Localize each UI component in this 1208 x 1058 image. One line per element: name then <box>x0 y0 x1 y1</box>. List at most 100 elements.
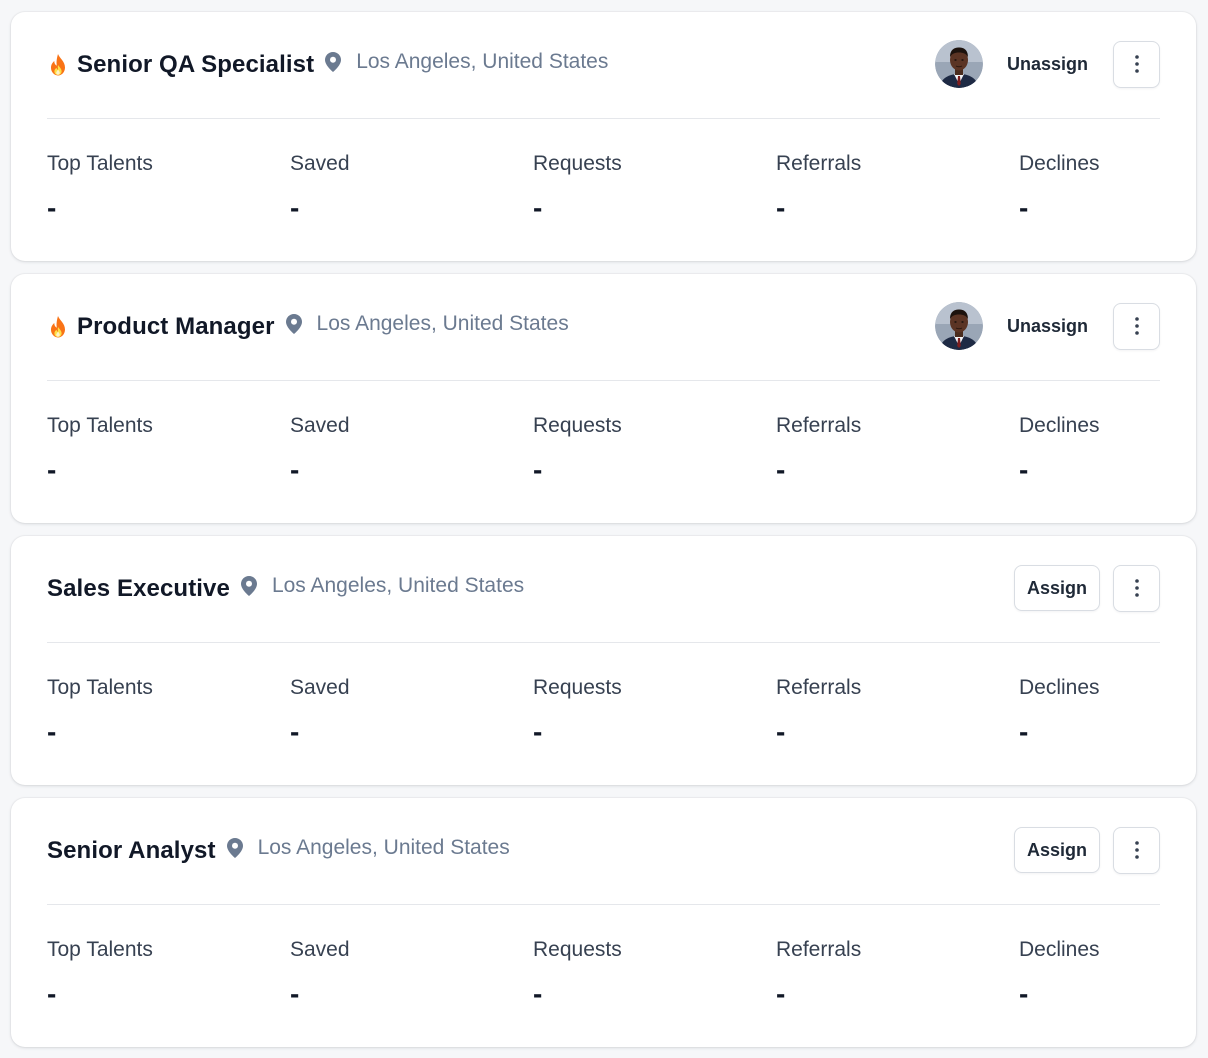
job-title[interactable]: Sales Executive <box>47 575 230 602</box>
more-options-button[interactable] <box>1113 40 1160 88</box>
divider <box>47 380 1160 381</box>
stat-saved: Saved - <box>290 152 510 222</box>
stat-value-saved: - <box>290 978 300 1009</box>
card-actions: Unassign <box>934 302 1160 350</box>
stat-label-declines: Declines <box>1019 938 1100 961</box>
stat-label-saved: Saved <box>290 414 350 437</box>
stat-value-declines: - <box>1019 454 1029 485</box>
card-header: Sales Executive Los Angeles, United State… <box>47 564 1160 614</box>
stat-requests: Requests - <box>533 152 753 222</box>
stat-label-top-talents: Top Talents <box>47 676 153 699</box>
stat-value-requests: - <box>533 716 543 747</box>
stat-label-referrals: Referrals <box>776 414 862 437</box>
more-options-button[interactable] <box>1113 302 1160 350</box>
stat-value-referrals: - <box>776 978 786 1009</box>
card-actions: Assign <box>1013 826 1160 874</box>
assignee-avatar[interactable] <box>934 40 983 88</box>
stats-row: Top Talents - Saved - Requests - Referrals - Dec… <box>47 676 1160 756</box>
map-pin-icon <box>226 837 244 859</box>
more-vertical-icon <box>1134 579 1139 597</box>
assignee-avatar[interactable] <box>934 302 983 350</box>
divider <box>47 904 1160 905</box>
card-header: Senior Analyst Los Angeles, United States… <box>47 826 1160 876</box>
stat-label-top-talents: Top Talents <box>47 938 153 961</box>
stat-saved: Saved - <box>290 938 510 1008</box>
stats-row: Top Talents - Saved - Requests - Referrals - Dec… <box>47 152 1160 232</box>
job-title[interactable]: Senior QA Specialist <box>77 51 315 78</box>
stat-value-referrals: - <box>776 192 786 223</box>
stat-value-top-talents: - <box>47 192 57 223</box>
job-location: Los Angeles, United States <box>257 836 510 859</box>
stat-value-requests: - <box>533 192 543 223</box>
stat-value-saved: - <box>290 192 300 223</box>
stat-declines: Declines - <box>1019 938 1208 1008</box>
stat-requests: Requests - <box>533 676 753 746</box>
job-title[interactable]: Product Manager <box>77 313 275 340</box>
stat-value-declines: - <box>1019 192 1029 223</box>
stat-top-talents: Top Talents - <box>47 152 267 222</box>
stat-label-requests: Requests <box>533 676 622 699</box>
card-actions: Unassign <box>934 40 1160 88</box>
stat-referrals: Referrals - <box>776 676 996 746</box>
stat-value-referrals: - <box>776 716 786 747</box>
stat-requests: Requests - <box>533 414 753 484</box>
stat-value-declines: - <box>1019 978 1029 1009</box>
divider <box>47 642 1160 643</box>
stat-value-declines: - <box>1019 716 1029 747</box>
assign-button[interactable]: Assign <box>1013 565 1100 611</box>
stat-top-talents: Top Talents - <box>47 676 267 746</box>
stat-label-requests: Requests <box>533 152 622 175</box>
stat-label-requests: Requests <box>533 414 622 437</box>
stat-referrals: Referrals - <box>776 414 996 484</box>
more-options-button[interactable] <box>1113 564 1160 612</box>
stat-label-requests: Requests <box>533 938 622 961</box>
stat-label-referrals: Referrals <box>776 676 862 699</box>
flame-icon <box>47 315 69 339</box>
more-vertical-icon <box>1134 55 1139 73</box>
job-card: Product Manager Los Angeles, United State… <box>11 274 1196 523</box>
job-location: Los Angeles, United States <box>356 50 609 73</box>
map-pin-icon <box>240 575 258 597</box>
stat-saved: Saved - <box>290 676 510 746</box>
stat-declines: Declines - <box>1019 676 1208 746</box>
card-actions: Assign <box>1013 564 1160 612</box>
stat-label-declines: Declines <box>1019 676 1100 699</box>
stats-row: Top Talents - Saved - Requests - Referrals - Dec… <box>47 414 1160 494</box>
stat-declines: Declines - <box>1019 152 1208 222</box>
stat-value-top-talents: - <box>47 716 57 747</box>
flame-icon <box>47 53 69 77</box>
stat-saved: Saved - <box>290 414 510 484</box>
map-pin-icon <box>285 313 303 335</box>
stat-label-declines: Declines <box>1019 414 1100 437</box>
stat-label-saved: Saved <box>290 938 350 961</box>
job-card: Senior QA Specialist Los Angeles, United … <box>11 12 1196 261</box>
stat-value-top-talents: - <box>47 454 57 485</box>
stat-top-talents: Top Talents - <box>47 938 267 1008</box>
title-row: Senior Analyst Los Angeles, United States <box>47 836 510 866</box>
stats-row: Top Talents - Saved - Requests - Referrals - Dec… <box>47 938 1160 1018</box>
map-pin-icon <box>324 51 342 73</box>
job-location: Los Angeles, United States <box>271 574 525 597</box>
stat-value-saved: - <box>290 454 300 485</box>
stat-label-top-talents: Top Talents <box>47 152 153 175</box>
stat-referrals: Referrals - <box>776 152 996 222</box>
stat-label-referrals: Referrals <box>776 938 862 961</box>
more-options-button[interactable] <box>1113 826 1160 874</box>
stat-label-top-talents: Top Talents <box>47 414 153 437</box>
stat-label-declines: Declines <box>1019 152 1100 175</box>
stat-value-saved: - <box>290 716 300 747</box>
more-vertical-icon <box>1134 841 1139 859</box>
stat-requests: Requests - <box>533 938 753 1008</box>
title-row: Senior QA Specialist Los Angeles, United … <box>47 50 608 80</box>
assign-button[interactable]: Assign <box>1013 827 1100 873</box>
job-title[interactable]: Senior Analyst <box>47 837 216 864</box>
stat-referrals: Referrals - <box>776 938 996 1008</box>
card-header: Product Manager Los Angeles, United State… <box>47 302 1160 352</box>
stat-label-referrals: Referrals <box>776 152 862 175</box>
job-card: Senior Analyst Los Angeles, United States… <box>11 798 1196 1047</box>
unassign-button[interactable]: Unassign <box>1006 315 1088 336</box>
unassign-button[interactable]: Unassign <box>1006 53 1088 74</box>
stat-value-requests: - <box>533 454 543 485</box>
job-location: Los Angeles, United States <box>316 312 569 335</box>
